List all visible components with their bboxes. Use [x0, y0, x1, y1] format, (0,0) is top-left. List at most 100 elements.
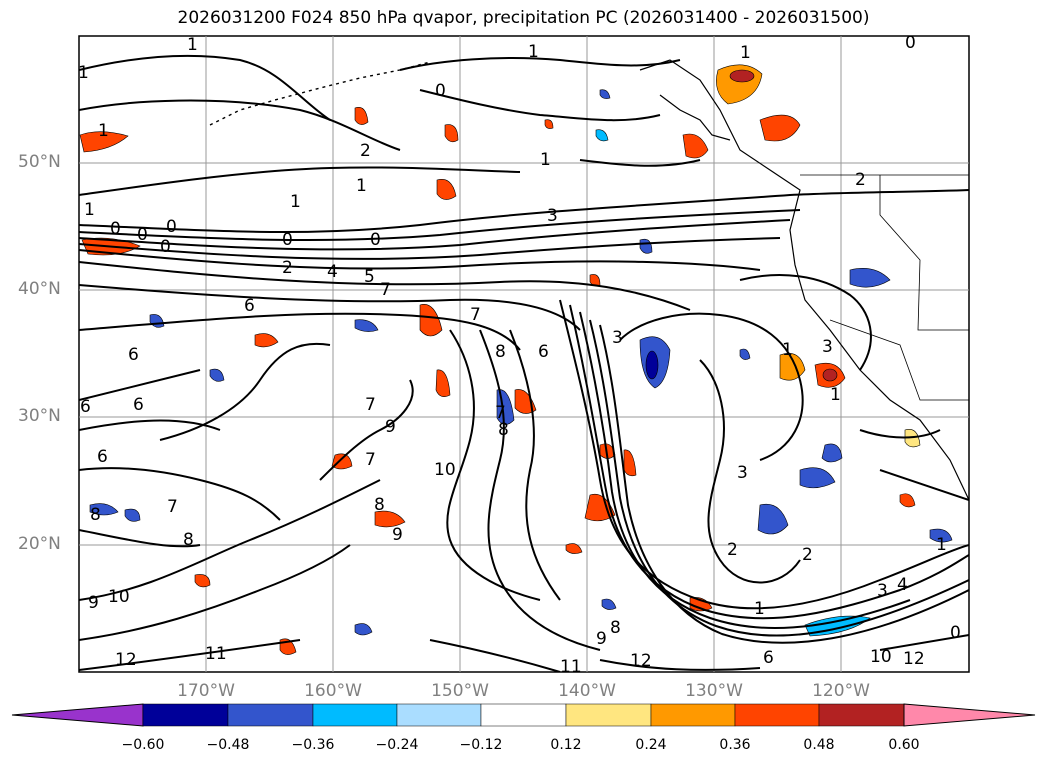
contour-label: 7 [380, 280, 391, 300]
colorbar-extend-left [11, 703, 144, 727]
contour-label: 6 [97, 447, 108, 467]
contour-label: 1 [528, 42, 539, 62]
colorbar-tick: −0.60 [121, 737, 165, 753]
colorbar-bin [396, 703, 482, 727]
contour-label: 3 [822, 337, 833, 357]
contour-label: 6 [244, 296, 255, 316]
contour-label: 7 [167, 497, 178, 517]
colorbar-bin [734, 703, 820, 727]
contour-label: 8 [610, 618, 621, 638]
contour-label: 4 [897, 575, 908, 595]
contour-label: 11 [560, 657, 582, 677]
map-title: 2026031200 F024 850 hPa qvapor, precipit… [177, 8, 870, 28]
contour-label: 3 [877, 581, 888, 601]
contour-label: 6 [763, 648, 774, 668]
qvapor-contours [79, 54, 969, 672]
contour-label: 5 [364, 267, 375, 287]
contour-label: 1 [754, 599, 765, 619]
colorbar-tick: 0.24 [635, 737, 667, 753]
contour-label: 10 [434, 460, 456, 480]
contour-label: 6 [128, 345, 139, 365]
contour-label: 8 [498, 420, 509, 440]
colorbar-tick: 0.60 [888, 737, 920, 753]
map-frame [78, 35, 970, 673]
contour-label: 3 [737, 463, 748, 483]
contour-label: 1 [356, 176, 367, 196]
lon-label-130w: 130°W [685, 681, 743, 701]
contour-label: 0 [905, 33, 916, 53]
contour-label: 0 [282, 230, 293, 250]
contour-label: 7 [365, 395, 376, 415]
lon-label-160w: 160°W [304, 681, 362, 701]
contour-label: 1 [540, 150, 551, 170]
colorbar-bin [312, 703, 398, 727]
contour-label: 2 [855, 170, 866, 190]
contour-label: 7 [470, 305, 481, 325]
contour-label: 2 [282, 258, 293, 278]
lat-label-40n: 40°N [18, 279, 61, 299]
colorbar [11, 703, 1036, 727]
contour-label: 0 [110, 219, 121, 239]
contour-labels: 1 1 1 1 1 0 0 2 1 1 1 1 2 0 0 0 0 0 0 3 … [78, 33, 961, 677]
contour-label: 1 [782, 340, 793, 360]
colorbar-tick: −0.36 [291, 737, 335, 753]
graticule [79, 36, 969, 672]
contour-label: 2 [727, 540, 738, 560]
lon-label-140w: 140°W [558, 681, 616, 701]
colorbar-bin [227, 703, 314, 727]
contour-label: 8 [495, 342, 506, 362]
contour-label: 7 [365, 450, 376, 470]
contour-label: 12 [115, 650, 137, 670]
contour-label: 6 [133, 395, 144, 415]
colorbar-bin [818, 703, 905, 727]
contour-label: 2 [802, 545, 813, 565]
contour-label: 1 [84, 200, 95, 220]
contour-label: 9 [88, 593, 99, 613]
contour-label: 0 [950, 623, 961, 643]
contour-label: 9 [392, 525, 403, 545]
colorbar-bin [480, 703, 567, 727]
contour-label: 0 [370, 230, 381, 250]
precip-patches [79, 64, 953, 655]
contour-label: 1 [830, 385, 841, 405]
contour-label: 7 [495, 403, 506, 423]
contour-label: 3 [612, 328, 623, 348]
contour-label: 10 [108, 587, 130, 607]
contour-label: 10 [870, 647, 892, 667]
lat-label-50n: 50°N [18, 152, 61, 172]
colorbar-bin [565, 703, 652, 727]
colorbar-tick: 0.12 [550, 737, 582, 753]
contour-label: 0 [137, 225, 148, 245]
contour-label: 12 [630, 651, 652, 671]
lon-label-150w: 150°W [431, 681, 489, 701]
contour-label: 9 [596, 629, 607, 649]
contour-label: 0 [435, 81, 446, 101]
colorbar-tick: −0.48 [206, 737, 250, 753]
contour-label: 11 [205, 644, 227, 664]
colorbar-tick: 0.48 [803, 737, 835, 753]
contour-label: 0 [166, 217, 177, 237]
contour-label: 1 [936, 535, 947, 555]
contour-label: 6 [80, 397, 91, 417]
contour-label: 6 [538, 342, 549, 362]
colorbar-tick: 0.36 [719, 737, 751, 753]
contour-label: 0 [160, 237, 171, 257]
contour-label: 8 [183, 530, 194, 550]
contour-label: 9 [385, 417, 396, 437]
colorbar-extend-right [903, 703, 1036, 727]
lon-label-170w: 170°W [177, 681, 235, 701]
colorbar-tick: −0.12 [459, 737, 503, 753]
contour-label: 1 [98, 121, 109, 141]
contour-label: 4 [327, 262, 338, 282]
lat-label-20n: 20°N [18, 534, 61, 554]
contour-label: 8 [374, 495, 385, 515]
contour-label: 1 [290, 192, 301, 212]
colorbar-tick: −0.24 [375, 737, 419, 753]
contour-label: 12 [903, 649, 925, 669]
lat-label-30n: 30°N [18, 406, 61, 426]
colorbar-bin [142, 703, 229, 727]
contour-label: 3 [547, 206, 558, 226]
colorbar-bin [650, 703, 736, 727]
contour-label: 8 [90, 505, 101, 525]
